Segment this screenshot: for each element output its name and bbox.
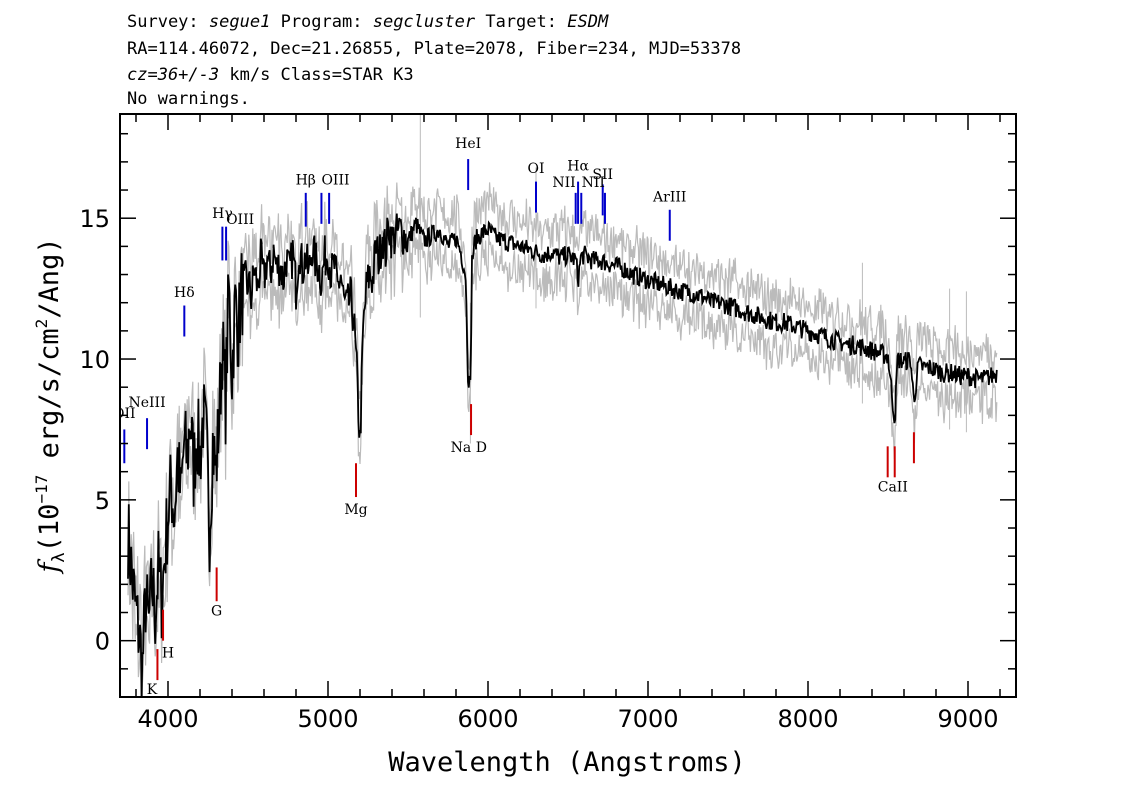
- program-key: Program:: [281, 12, 363, 32]
- emission-line-label: HeI: [455, 136, 481, 152]
- header-line-3: cz=36+/-3 km/s Class=STAR K3: [127, 65, 414, 85]
- target-value: ESDM: [567, 12, 609, 32]
- survey-key: Survey:: [127, 12, 199, 32]
- flux-line: [127, 213, 998, 697]
- x-tick-label: 6000: [457, 705, 518, 733]
- emission-line-label: NII: [552, 175, 575, 191]
- emission-line-label: SII: [592, 167, 613, 183]
- error-band-lower: [127, 221, 998, 697]
- error-band: [127, 114, 998, 697]
- emission-line-label: Hδ: [174, 285, 195, 301]
- y-tick-label: 15: [79, 205, 110, 233]
- absorption-line-label: K: [147, 682, 158, 698]
- emission-line-label: ArIII: [652, 189, 686, 205]
- y-tick-label: 0: [95, 628, 110, 656]
- emission-line-label: OIII: [226, 212, 254, 228]
- emission-line-label: OIII: [321, 172, 349, 188]
- header-line-1: Survey: segue1 Program: segcluster Targe…: [127, 12, 609, 32]
- absorption-line-label: G: [211, 603, 222, 619]
- emission-line-label: Hα: [567, 158, 589, 174]
- absorption-line-label: CaII: [878, 479, 908, 495]
- redshift-value: cz=36+/-3: [127, 65, 219, 85]
- survey-value: segue1: [209, 12, 270, 32]
- program-value: segcluster: [373, 12, 476, 32]
- absorption-line-label: Mg: [344, 502, 367, 518]
- y-tick-label: 5: [95, 487, 110, 515]
- target-key: Target:: [485, 12, 557, 32]
- class-value: km/s Class=STAR K3: [229, 65, 413, 85]
- header-line-2: RA=114.46072, Dec=21.26855, Plate=2078, …: [127, 39, 741, 59]
- flux-series: [127, 213, 998, 697]
- x-tick-label: 9000: [937, 705, 998, 733]
- absorption-line-label: Na D: [451, 440, 487, 456]
- emission-line-label: OII: [113, 406, 136, 422]
- x-tick-label: 7000: [617, 705, 678, 733]
- y-axis-label: fλ(10−17 erg/s/cm2/Ang): [32, 237, 69, 574]
- y-tick-label: 10: [79, 346, 110, 374]
- x-tick-label: 5000: [297, 705, 358, 733]
- emission-line-label: Hβ: [296, 172, 316, 188]
- emission-line-label: NeIII: [128, 395, 165, 411]
- emission-line-label: Hγ: [212, 206, 233, 222]
- header-line-4: No warnings.: [127, 89, 250, 109]
- x-tick-label: 4000: [137, 705, 198, 733]
- emission-line-label: NII: [582, 175, 605, 191]
- x-axis-label: Wavelength (Angstroms): [388, 747, 746, 778]
- plot-axes: 4000 5000 6000 7000 8000 9000 0 5 10 15: [79, 113, 1017, 733]
- absorption-line-label: H: [162, 646, 174, 662]
- plot-frame: [119, 113, 1017, 698]
- x-tick-label: 8000: [777, 705, 838, 733]
- emission-line-label: OI: [527, 161, 544, 177]
